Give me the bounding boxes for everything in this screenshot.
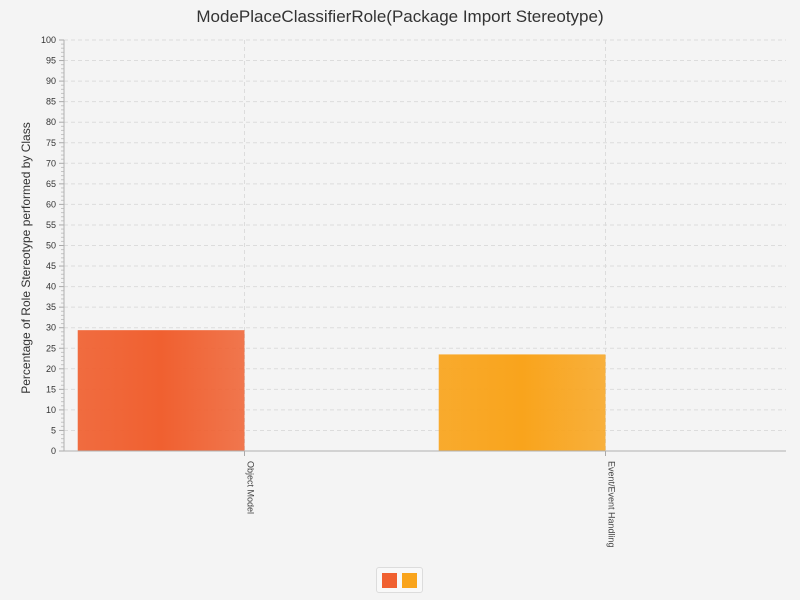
labels-layer: 0 5 10 15 20 25 30 35 40 45 50 55 60 65 70 75 80 85 90 95 10… (41, 35, 617, 548)
x-tick-label: Object Model (246, 461, 256, 514)
y-tick-label: 75 (46, 138, 56, 148)
y-tick-label: 45 (46, 261, 56, 271)
y-tick-label: 30 (46, 323, 56, 333)
bars-layer (77, 330, 606, 451)
y-tick-label: 0 (51, 446, 56, 456)
y-tick-label: 85 (46, 97, 56, 107)
axes-layer (59, 39, 786, 456)
y-tick-label: 10 (46, 405, 56, 415)
x-tick-label: Event/Event Handling (607, 461, 617, 548)
y-tick-label: 50 (46, 241, 56, 251)
y-tick-label: 55 (46, 220, 56, 230)
legend-swatch-series-2 (402, 573, 417, 588)
y-tick-label: 65 (46, 179, 56, 189)
y-tick-label: 5 (51, 425, 56, 435)
y-tick-label: 95 (46, 56, 56, 66)
bar-object-model (77, 330, 245, 451)
y-tick-label: 90 (46, 76, 56, 86)
y-tick-label: 35 (46, 302, 56, 312)
y-tick-label: 25 (46, 343, 56, 353)
chart-title: ModePlaceClassifierRole(Package Import S… (196, 7, 604, 26)
y-tick-label: 70 (46, 158, 56, 168)
y-tick-label: 100 (41, 35, 56, 45)
y-tick-label: 15 (46, 384, 56, 394)
y-tick-label: 40 (46, 282, 56, 292)
y-tick-label: 80 (46, 117, 56, 127)
legend (376, 567, 423, 593)
y-tick-label: 20 (46, 364, 56, 374)
bar-event-event-handling (438, 354, 606, 451)
legend-swatch-series-1 (382, 573, 397, 588)
y-tick-label: 60 (46, 199, 56, 209)
